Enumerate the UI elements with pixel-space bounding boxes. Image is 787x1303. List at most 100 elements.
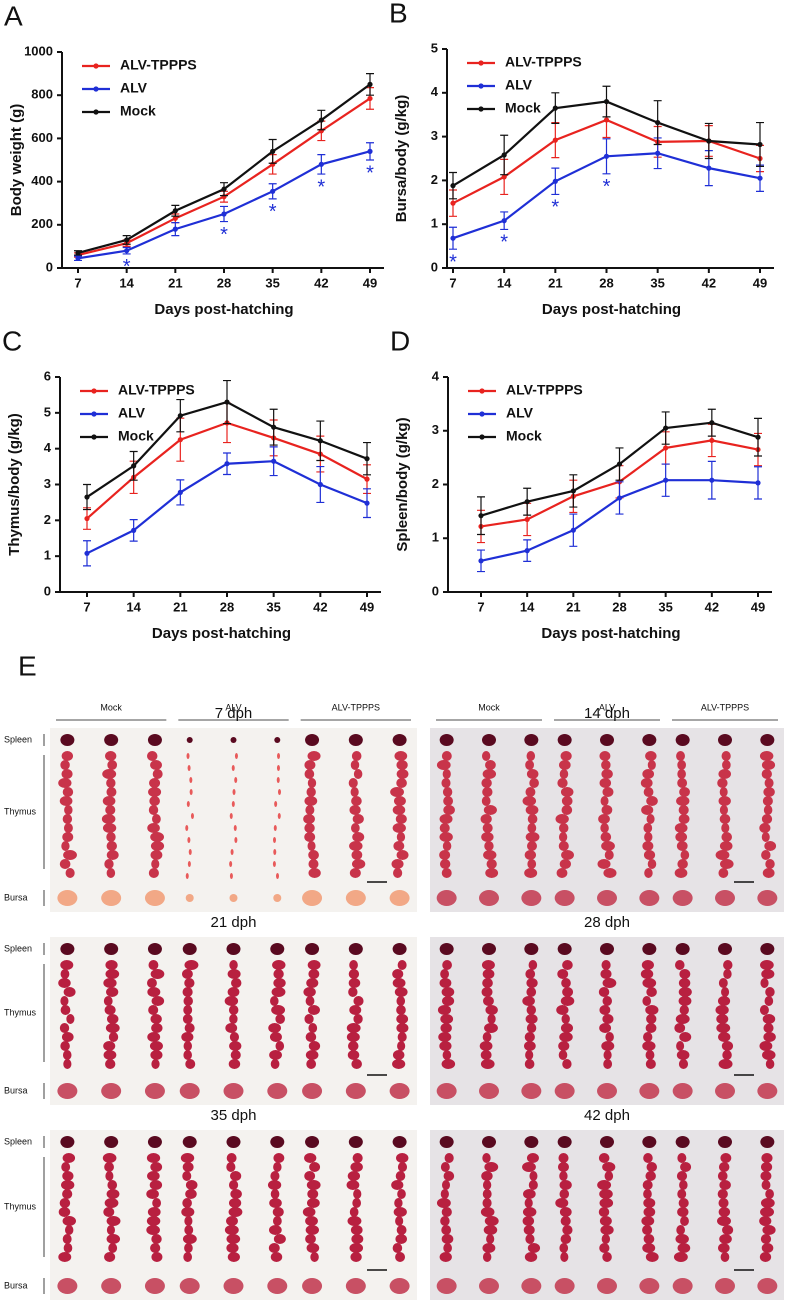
thymus-lobe xyxy=(528,1180,538,1190)
thymus-lobe xyxy=(148,868,159,878)
spleen xyxy=(348,1136,363,1148)
thymus-lobe xyxy=(760,1207,775,1217)
x-axis-label: Days post-hatching xyxy=(154,301,293,318)
thymus-lobe xyxy=(305,1050,319,1060)
data-point xyxy=(616,495,623,501)
thymus-lobe xyxy=(304,1153,317,1163)
thymus-lobe xyxy=(304,832,316,842)
thymus-lobe xyxy=(482,1198,492,1208)
thymus-lobe xyxy=(230,1050,241,1060)
thymus-lobe xyxy=(641,960,654,970)
data-point xyxy=(478,513,484,519)
thymus-lobe xyxy=(60,960,74,970)
thymus-lobe xyxy=(224,996,239,1006)
thymus-lobe xyxy=(675,1014,690,1024)
x-tick-label: 28 xyxy=(220,599,234,614)
y-tick-label: 0 xyxy=(432,583,439,598)
thymus-lobe xyxy=(559,1207,572,1217)
thymus-lobe xyxy=(62,832,74,842)
organ-label: Thymus xyxy=(4,806,37,816)
data-point xyxy=(524,516,530,523)
thymus-lobe xyxy=(397,1041,406,1051)
thymus-lobe xyxy=(181,1207,195,1217)
thymus-lobe xyxy=(106,1189,120,1199)
thymus-lobe xyxy=(185,1180,198,1190)
thymus-lobe xyxy=(102,1153,117,1163)
thymus-lobe xyxy=(441,987,455,997)
thymus-lobe xyxy=(390,787,404,797)
thymus-lobe xyxy=(62,1216,76,1226)
thymus-lobe xyxy=(351,823,360,833)
thymus-lobe xyxy=(182,1162,194,1172)
significance-label: * xyxy=(269,201,277,223)
thymus-lobe xyxy=(559,1243,569,1253)
thymus-lobe xyxy=(485,868,499,878)
thymus-lobe xyxy=(763,805,773,815)
data-point xyxy=(364,476,370,482)
bursa xyxy=(639,1278,660,1294)
thymus-lobe xyxy=(302,1207,316,1217)
spleen xyxy=(718,1136,732,1148)
thymus-lobe xyxy=(642,841,654,851)
bursa xyxy=(639,1083,660,1099)
spleen xyxy=(270,943,285,955)
thymus-lobe xyxy=(151,1234,162,1244)
thymus-lobe xyxy=(761,1243,774,1253)
thymus-lobe xyxy=(183,1041,192,1051)
thymus-lobe xyxy=(721,823,730,833)
thymus-lobe xyxy=(676,751,685,761)
thymus-lobe xyxy=(764,841,777,851)
bursa xyxy=(672,1083,693,1099)
thymus-lobe xyxy=(229,1032,240,1042)
thymus-lobe xyxy=(103,1050,117,1060)
thymus-lobe xyxy=(351,1059,362,1069)
spleen xyxy=(392,1136,407,1148)
thymus-lobe xyxy=(602,978,617,988)
thymus-lobe xyxy=(525,760,534,770)
data-point xyxy=(757,141,763,148)
thymus-lobe xyxy=(273,1234,286,1244)
thymus-lobe xyxy=(151,1059,160,1069)
bursa xyxy=(554,890,575,906)
thymus-lobe xyxy=(353,1189,362,1199)
legend-label: ALV xyxy=(505,77,533,93)
thymus-lobe xyxy=(526,987,537,997)
thymus-lobe xyxy=(601,1041,615,1051)
thymus-lobe xyxy=(149,1041,163,1051)
thymus-lobe xyxy=(765,987,775,997)
bursa xyxy=(229,894,238,902)
thymus-lobe xyxy=(228,1005,239,1015)
thymus-lobe xyxy=(599,1005,611,1015)
thymus-lobe xyxy=(347,1216,362,1226)
thymus-lobe xyxy=(440,1216,450,1226)
thymus-lobe xyxy=(273,978,286,988)
thymus-lobe xyxy=(306,1198,320,1208)
spleen xyxy=(182,943,197,955)
thymus-lobe xyxy=(436,760,451,770)
thymus-lobe xyxy=(307,1189,319,1199)
thymus-lobe xyxy=(148,787,162,797)
bursa xyxy=(302,1083,323,1099)
thymus-lobe xyxy=(674,1023,686,1033)
thymus-lobe xyxy=(270,1189,280,1199)
legend-marker xyxy=(479,388,485,394)
data-point xyxy=(367,148,373,154)
bursa xyxy=(179,1083,200,1099)
spleen xyxy=(439,734,454,746)
thymus-lobe xyxy=(559,1189,570,1199)
thymus-lobe xyxy=(644,868,653,878)
thymus-lobe xyxy=(718,1162,730,1172)
thymus-lobe xyxy=(762,1014,776,1024)
thymus-lobe xyxy=(59,1198,71,1208)
thymus-lobe xyxy=(150,832,164,842)
thymus-lobe xyxy=(183,1050,192,1060)
thymus-lobe xyxy=(185,1189,197,1199)
thymus-lobe xyxy=(526,978,538,988)
thymus-lobe xyxy=(351,859,366,869)
thymus-lobe xyxy=(105,805,116,815)
thymus-lobe xyxy=(306,787,316,797)
thymus-lobe xyxy=(719,1234,732,1244)
bursa xyxy=(436,1083,457,1099)
thymus-lobe xyxy=(227,1252,240,1262)
